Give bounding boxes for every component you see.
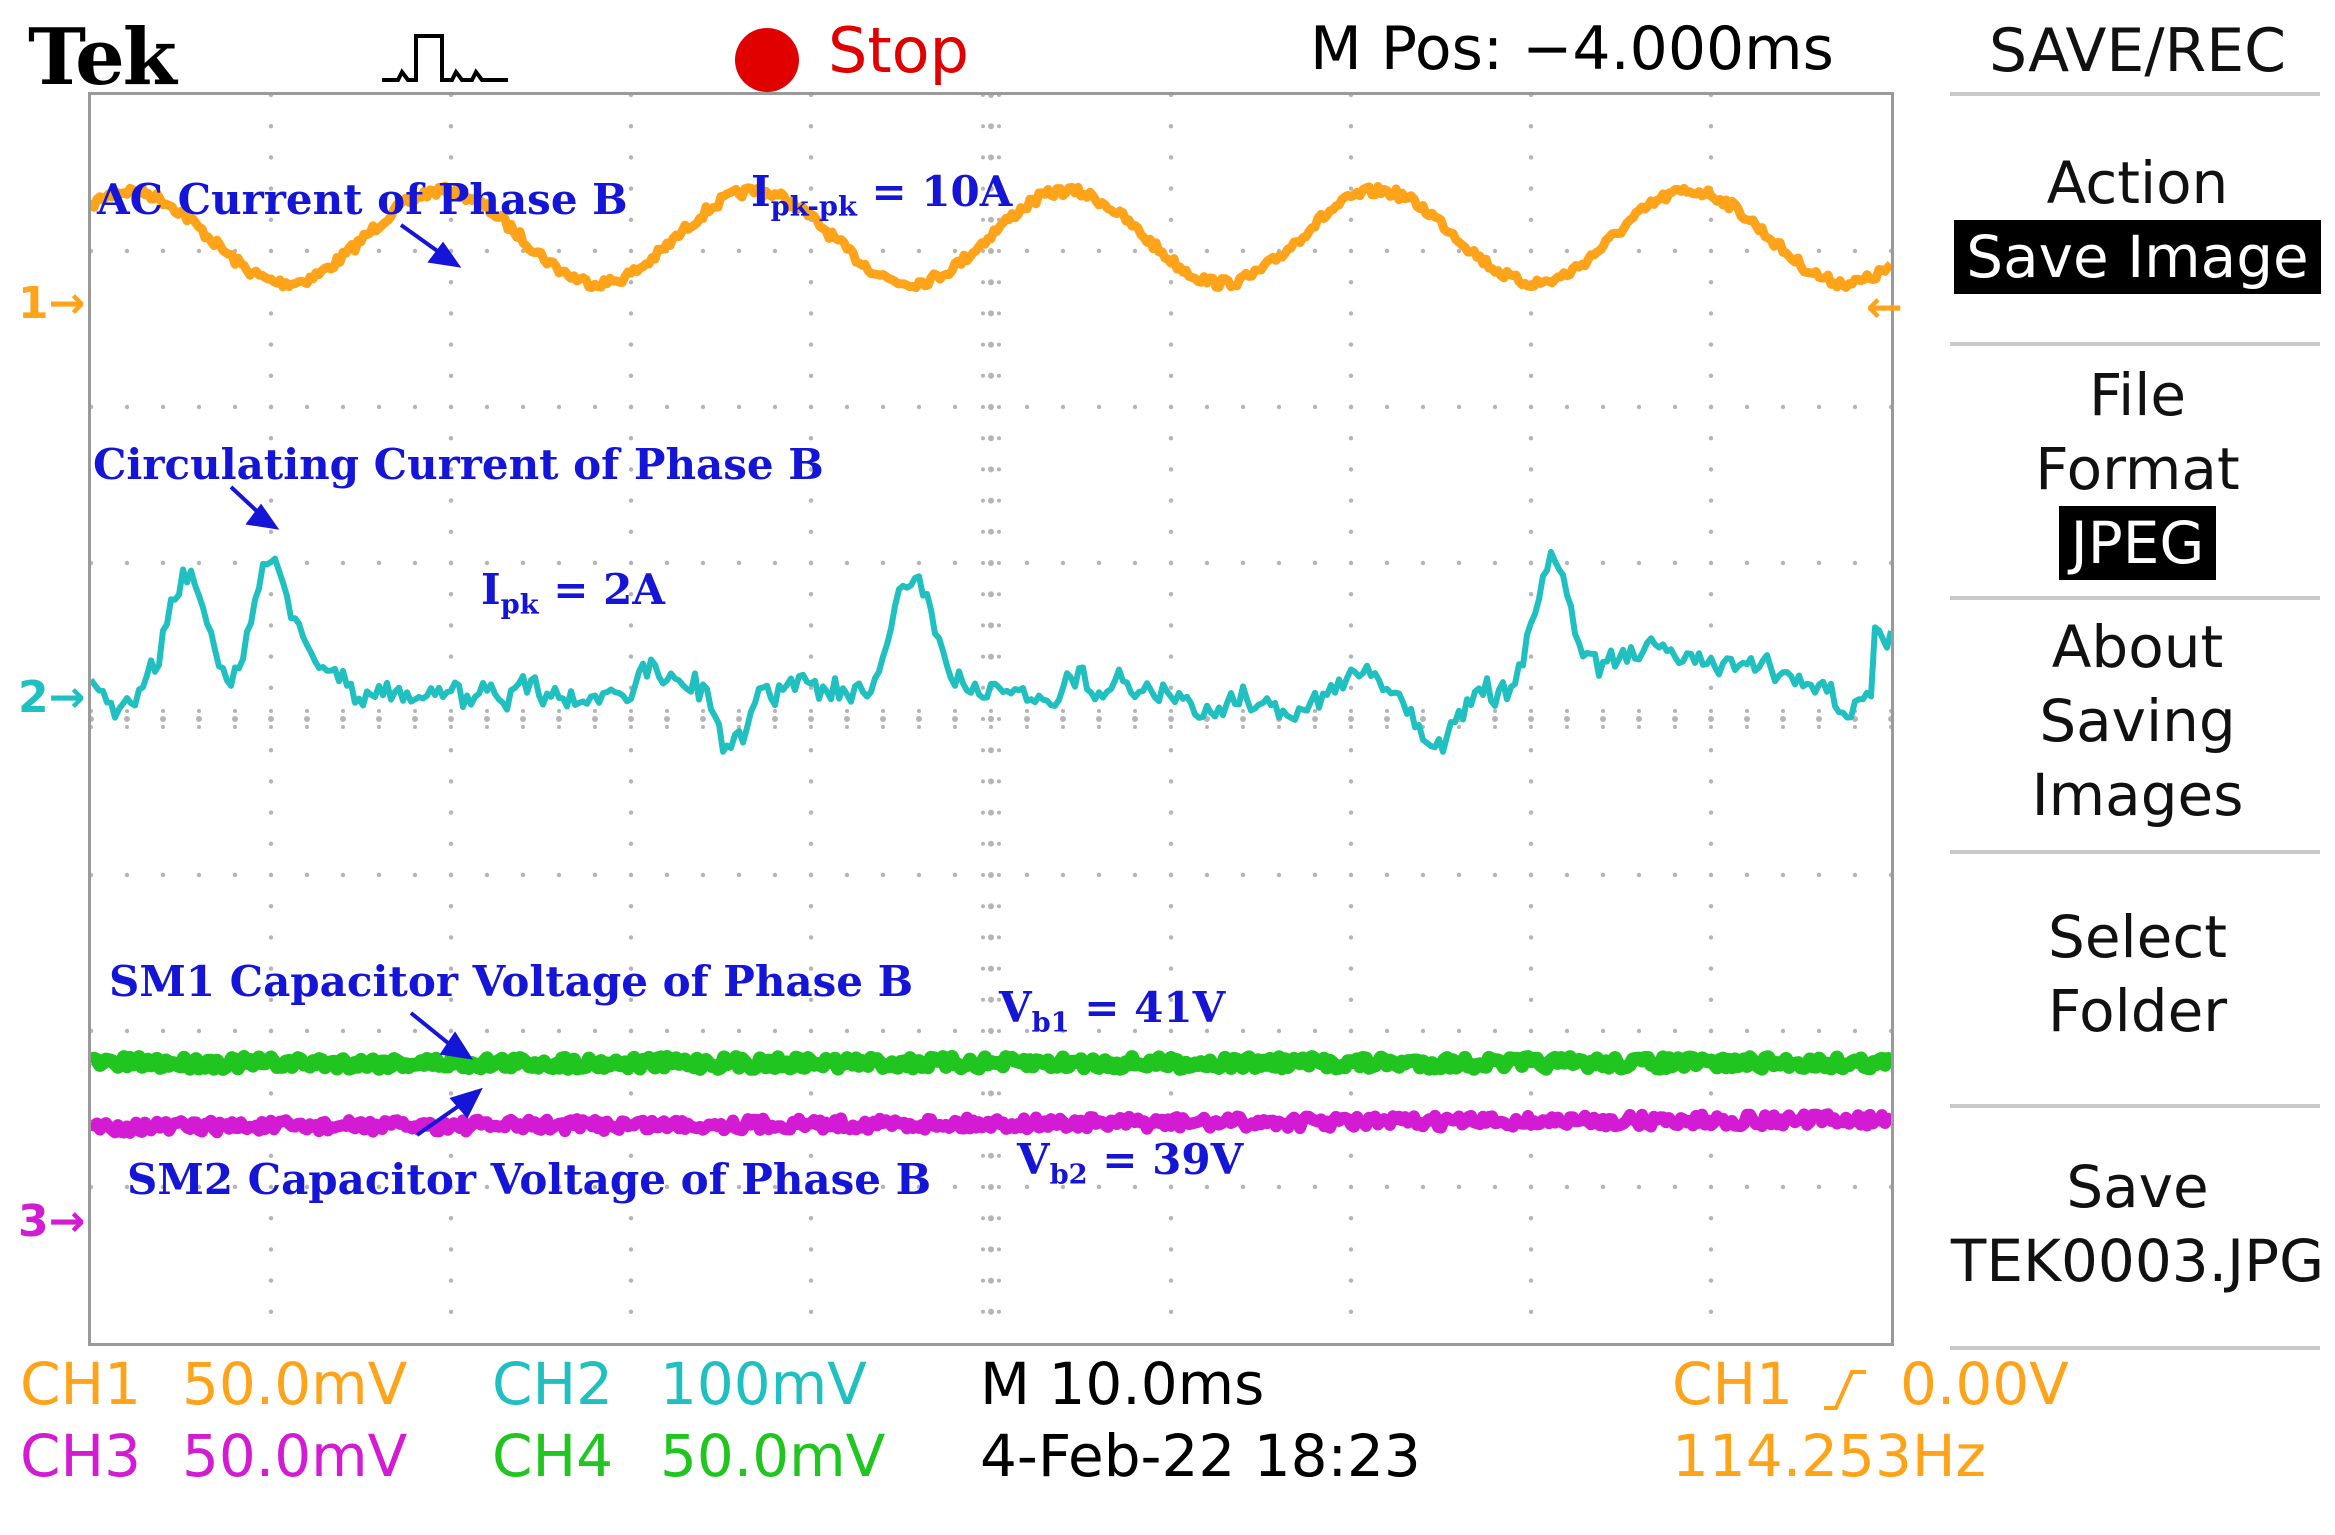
- sm1-arrow: [409, 1011, 455, 1049]
- menu-file-format-label-1: File: [2088, 361, 2187, 429]
- brand-logo: Tek: [28, 12, 177, 103]
- ch2-label[interactable]: CH2: [492, 1350, 614, 1418]
- sm2-arrow: [415, 1101, 465, 1137]
- menu-divider: [1950, 92, 2320, 96]
- stop-dot-icon: [735, 28, 799, 92]
- waveform-display[interactable]: AC Current of Phase B Ipk-pk = 10A Circu…: [88, 92, 1894, 1346]
- ch2-scale: 100mV: [660, 1350, 867, 1418]
- ac-current-annotation: AC Current of Phase B: [97, 175, 628, 224]
- menu-action-button[interactable]: Action Save Image: [1940, 146, 2335, 294]
- ch4-scale: 50.0mV: [660, 1422, 886, 1490]
- menu-select-label-1: Select: [2048, 903, 2227, 971]
- vb2-annotation: Vb2 = 39V: [1017, 1135, 1244, 1191]
- sm2-voltage-annotation: SM2 Capacitor Voltage of Phase B: [127, 1155, 932, 1204]
- circulating-current-arrowhead: [245, 503, 280, 530]
- menu-about-label-3: Images: [2031, 761, 2244, 829]
- trigger-level-marker: ←: [1866, 282, 1903, 333]
- menu-title: SAVE/REC: [1988, 16, 2287, 86]
- date-time: 4-Feb-22 18:23: [980, 1422, 1421, 1490]
- ch3-scale: 50.0mV: [182, 1422, 408, 1490]
- ch4-waveform-trace: [91, 1050, 1891, 1076]
- menu-divider: [1950, 1104, 2320, 1108]
- top-status-bar: Tek Stop M Pos: −4.000ms: [0, 0, 1920, 146]
- menu-divider: [1950, 850, 2320, 854]
- trigger-frequency: 114.253Hz: [1672, 1422, 1986, 1490]
- waveform-graticule: [91, 95, 1891, 1315]
- menu-save-label-1: Save: [2066, 1153, 2209, 1221]
- trigger-source: CH1: [1672, 1350, 1794, 1418]
- timebase-readout: M 10.0ms: [980, 1350, 1265, 1418]
- horizontal-position-readout: M Pos: −4.000ms: [1310, 14, 1834, 84]
- menu-about-label-1: About: [2051, 613, 2224, 681]
- menu-about-saving-button[interactable]: About Saving Images: [1940, 610, 2335, 832]
- menu-divider: [1950, 596, 2320, 600]
- save-rec-menu: SAVE/REC Action Save Image File Format J…: [1940, 0, 2335, 1360]
- ch1-scale: 50.0mV: [182, 1350, 408, 1418]
- menu-file-format-value: JPEG: [2058, 506, 2217, 580]
- ch4-label[interactable]: CH4: [492, 1422, 614, 1490]
- ipk-annotation: Ipk = 2A: [481, 565, 665, 621]
- run-state-label: Stop: [828, 14, 969, 87]
- ch3-ch4-ground-marker[interactable]: 3→: [18, 1196, 86, 1247]
- ac-current-arrow: [399, 223, 445, 257]
- menu-select-label-2: Folder: [2047, 977, 2228, 1045]
- ac-current-arrowhead: [427, 241, 462, 268]
- menu-divider: [1950, 1346, 2320, 1350]
- ch1-ground-marker[interactable]: 1→: [18, 278, 86, 329]
- menu-action-label: Action: [2046, 149, 2229, 217]
- ch2-ground-marker[interactable]: 2→: [18, 672, 86, 723]
- menu-file-format-button[interactable]: File Format JPEG: [1940, 358, 2335, 580]
- ch3-label[interactable]: CH3: [20, 1422, 142, 1490]
- rising-edge-icon: [1824, 1370, 1866, 1410]
- ch3-waveform-trace: [91, 1108, 1891, 1139]
- ipkpk-annotation: Ipk-pk = 10A: [751, 167, 1013, 223]
- ch2-waveform-trace: [91, 548, 1891, 755]
- ch1-label[interactable]: CH1: [20, 1350, 142, 1418]
- trigger-level: 0.00V: [1900, 1350, 2069, 1418]
- menu-save-button[interactable]: Save TEK0003.JPG: [1940, 1150, 2335, 1298]
- sm1-arrowhead: [439, 1031, 474, 1060]
- menu-file-format-label-2: Format: [2035, 435, 2240, 503]
- sm2-arrowhead: [449, 1087, 483, 1119]
- menu-about-label-2: Saving: [2039, 687, 2236, 755]
- vb1-annotation: Vb1 = 41V: [999, 983, 1226, 1039]
- circulating-current-annotation: Circulating Current of Phase B: [93, 440, 824, 489]
- pulse-waveform-icon: [382, 34, 508, 82]
- menu-divider: [1950, 342, 2320, 346]
- menu-save-label-2: TEK0003.JPG: [1950, 1227, 2325, 1295]
- sm1-voltage-annotation: SM1 Capacitor Voltage of Phase B: [109, 957, 914, 1006]
- ch1-waveform-trace: [91, 181, 1891, 293]
- menu-select-folder-button[interactable]: Select Folder: [1940, 900, 2335, 1048]
- menu-action-value: Save Image: [1954, 220, 2321, 294]
